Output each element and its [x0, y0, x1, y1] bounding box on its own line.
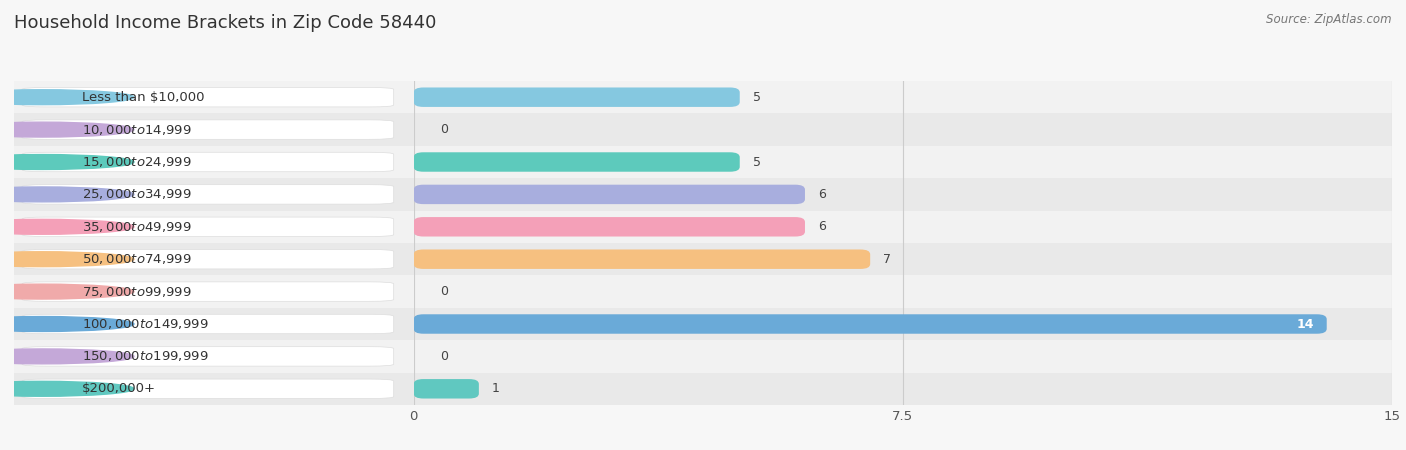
FancyBboxPatch shape — [413, 184, 806, 204]
Text: $150,000 to $199,999: $150,000 to $199,999 — [82, 349, 208, 364]
FancyBboxPatch shape — [22, 346, 394, 366]
Bar — [14, 243, 413, 275]
Bar — [413, 308, 1392, 340]
Bar — [413, 146, 1392, 178]
FancyBboxPatch shape — [22, 314, 394, 334]
Text: 6: 6 — [818, 220, 825, 233]
Bar — [14, 275, 413, 308]
Bar — [413, 211, 1392, 243]
Text: $25,000 to $34,999: $25,000 to $34,999 — [82, 187, 191, 202]
Bar — [413, 275, 1392, 308]
Bar — [413, 113, 1392, 146]
FancyBboxPatch shape — [22, 184, 394, 204]
FancyBboxPatch shape — [413, 379, 479, 399]
Text: $100,000 to $149,999: $100,000 to $149,999 — [82, 317, 208, 331]
Circle shape — [0, 349, 134, 364]
FancyBboxPatch shape — [413, 152, 740, 172]
Bar — [413, 243, 1392, 275]
FancyBboxPatch shape — [22, 217, 394, 237]
Text: 1: 1 — [492, 382, 499, 395]
FancyBboxPatch shape — [413, 314, 1327, 334]
FancyBboxPatch shape — [413, 249, 870, 269]
FancyBboxPatch shape — [22, 152, 394, 172]
Circle shape — [0, 90, 134, 105]
FancyBboxPatch shape — [22, 282, 394, 302]
FancyBboxPatch shape — [22, 120, 394, 140]
Bar — [14, 340, 413, 373]
Text: $15,000 to $24,999: $15,000 to $24,999 — [82, 155, 191, 169]
Bar — [14, 373, 413, 405]
Bar — [14, 146, 413, 178]
Bar — [413, 178, 1392, 211]
Text: $75,000 to $99,999: $75,000 to $99,999 — [82, 284, 191, 299]
Text: 0: 0 — [440, 350, 447, 363]
FancyBboxPatch shape — [413, 217, 806, 237]
Bar — [14, 81, 413, 113]
Text: 0: 0 — [440, 285, 447, 298]
Circle shape — [0, 187, 134, 202]
Bar — [14, 211, 413, 243]
FancyBboxPatch shape — [22, 249, 394, 269]
Bar — [14, 113, 413, 146]
Text: 5: 5 — [752, 91, 761, 104]
FancyBboxPatch shape — [22, 87, 394, 107]
Bar — [413, 340, 1392, 373]
Text: 6: 6 — [818, 188, 825, 201]
Circle shape — [0, 154, 134, 170]
Text: Household Income Brackets in Zip Code 58440: Household Income Brackets in Zip Code 58… — [14, 14, 436, 32]
Text: $35,000 to $49,999: $35,000 to $49,999 — [82, 220, 191, 234]
FancyBboxPatch shape — [22, 379, 394, 399]
Text: $50,000 to $74,999: $50,000 to $74,999 — [82, 252, 191, 266]
Text: $200,000+: $200,000+ — [82, 382, 156, 395]
Text: 7: 7 — [883, 253, 891, 266]
Text: 0: 0 — [440, 123, 447, 136]
Circle shape — [0, 381, 134, 396]
Text: 5: 5 — [752, 156, 761, 168]
Text: $10,000 to $14,999: $10,000 to $14,999 — [82, 122, 191, 137]
Bar — [14, 308, 413, 340]
Circle shape — [0, 284, 134, 299]
Circle shape — [0, 122, 134, 137]
Circle shape — [0, 219, 134, 234]
Text: Source: ZipAtlas.com: Source: ZipAtlas.com — [1267, 14, 1392, 27]
Bar — [413, 373, 1392, 405]
Circle shape — [0, 316, 134, 332]
Bar — [413, 81, 1392, 113]
Text: Less than $10,000: Less than $10,000 — [82, 91, 204, 104]
Text: 14: 14 — [1296, 318, 1313, 330]
Bar — [14, 178, 413, 211]
Circle shape — [0, 252, 134, 267]
FancyBboxPatch shape — [413, 87, 740, 107]
